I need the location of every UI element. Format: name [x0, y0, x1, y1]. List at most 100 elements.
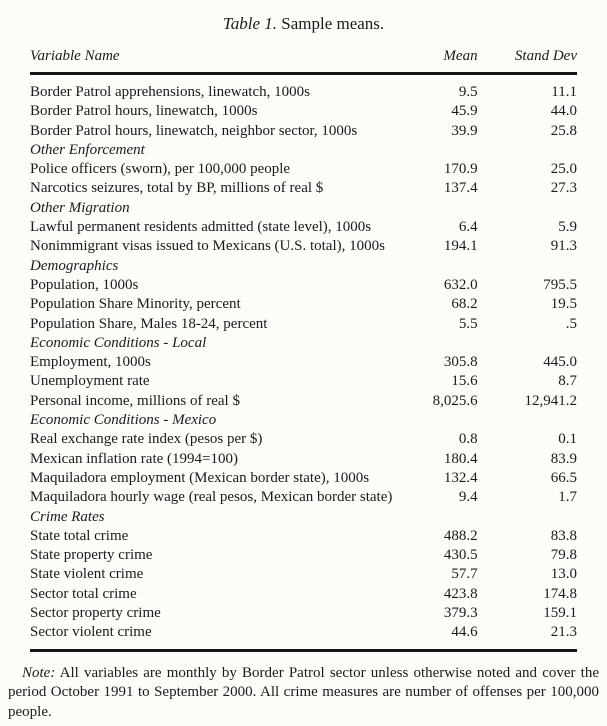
mean-cell	[392, 141, 477, 160]
variable-cell: Crime Rates	[30, 508, 105, 525]
column-header-mean: Mean	[392, 48, 478, 75]
sd-cell: 0.1	[558, 431, 577, 448]
mean-cell: 379.3	[443, 605, 478, 622]
sd-cell: 83.8	[550, 527, 577, 544]
table-row: Sector property crime 379.3 159.1	[30, 604, 577, 623]
section-header-row: Economic Conditions - Local	[30, 334, 577, 353]
column-header-variable: Variable Name	[30, 48, 393, 75]
mean-cell	[392, 199, 477, 218]
section-header-row: Other Enforcement	[30, 141, 577, 160]
sd-cell	[478, 411, 577, 430]
sd-cell: 13.0	[550, 566, 577, 583]
variable-cell: Border Patrol apprehensions, linewatch, …	[30, 84, 310, 100]
note-label: Note:	[22, 664, 56, 681]
table-row: State total crime 488.2 83.8	[30, 527, 577, 546]
sd-cell: 8.7	[558, 373, 577, 390]
sd-cell: 66.5	[550, 469, 577, 486]
table-row: State property crime 430.5 79.8	[30, 546, 577, 565]
table-row: Personal income, millions of real $ 8,02…	[30, 392, 577, 411]
sd-cell: 25.0	[550, 161, 577, 178]
variable-cell: Real exchange rate index (pesos per $)	[30, 431, 263, 448]
mean-cell: 9.4	[458, 489, 478, 506]
variable-cell: Maquiladora employment (Mexican border s…	[30, 469, 370, 486]
mean-cell: 57.7	[451, 566, 478, 583]
sd-cell: 11.1	[551, 84, 577, 100]
variable-cell: State violent crime	[30, 566, 144, 583]
variable-cell: Population Share, Males 18-24, percent	[30, 315, 268, 332]
table-title-text: Sample means.	[281, 14, 385, 33]
mean-cell	[392, 411, 477, 430]
header-row: Variable Name Mean Stand Dev	[30, 48, 577, 75]
mean-cell	[392, 508, 477, 527]
sd-cell: 795.5	[543, 276, 577, 293]
table-row: Maquiladora hourly wage (real pesos, Mex…	[30, 488, 577, 507]
sd-cell: 445.0	[543, 354, 577, 371]
mean-cell: 6.4	[458, 219, 478, 236]
sd-cell: 44.0	[550, 103, 577, 120]
mean-cell: 39.9	[451, 122, 478, 139]
sd-cell	[478, 199, 577, 218]
sd-cell: 159.1	[543, 605, 577, 622]
mean-cell	[392, 334, 477, 353]
variable-cell: Population Share Minority, percent	[30, 296, 241, 313]
mean-cell: 45.9	[451, 103, 478, 120]
mean-cell: 68.2	[451, 296, 478, 313]
table-container: Variable Name Mean Stand Dev Border Patr…	[6, 48, 601, 652]
mean-cell	[392, 257, 477, 276]
table-row: Mexican inflation rate (1994=100) 180.4 …	[30, 450, 577, 469]
sd-cell: 21.3	[550, 624, 577, 641]
mean-cell: 305.8	[443, 354, 478, 371]
mean-cell: 180.4	[443, 450, 478, 467]
mean-cell: 488.2	[443, 527, 478, 544]
table-row: Border Patrol apprehensions, linewatch, …	[30, 74, 577, 103]
note-text: All variables are monthly by Border Patr…	[8, 664, 599, 720]
section-header-row: Other Migration	[30, 199, 577, 218]
variable-cell: Narcotics seizures, total by BP, million…	[30, 180, 324, 197]
table-row: Sector total crime 423.8 174.8	[30, 585, 577, 604]
variable-cell: Economic Conditions - Local	[30, 334, 207, 351]
table-title-number: Table 1.	[222, 14, 277, 33]
variable-cell: Mexican inflation rate (1994=100)	[30, 450, 238, 467]
mean-cell: 632.0	[443, 276, 478, 293]
mean-cell: 132.4	[443, 469, 478, 486]
table-header: Variable Name Mean Stand Dev	[30, 48, 577, 75]
mean-cell: 423.8	[443, 585, 478, 602]
variable-cell: Economic Conditions - Mexico	[30, 412, 217, 429]
mean-cell: 8,025.6	[432, 392, 478, 409]
table-row: Police officers (sworn), per 100,000 peo…	[30, 160, 577, 179]
table-row: Employment, 1000s 305.8 445.0	[30, 353, 577, 372]
table-row: Population, 1000s 632.0 795.5	[30, 276, 577, 295]
variable-cell: Police officers (sworn), per 100,000 peo…	[30, 161, 291, 178]
mean-cell: 137.4	[443, 180, 478, 197]
variable-cell: Demographics	[30, 257, 119, 274]
sd-cell: 91.3	[550, 238, 577, 255]
sd-cell: 19.5	[550, 296, 577, 313]
table-row: Unemployment rate 15.6 8.7	[30, 372, 577, 391]
sd-cell: 83.9	[550, 450, 577, 467]
variable-cell: State total crime	[30, 527, 129, 544]
section-header-row: Economic Conditions - Mexico	[30, 411, 577, 430]
table-row: Real exchange rate index (pesos per $) 0…	[30, 430, 577, 449]
table-row: Lawful permanent residents admitted (sta…	[30, 218, 577, 237]
sd-cell: 27.3	[550, 180, 577, 197]
table-body: Border Patrol apprehensions, linewatch, …	[30, 74, 577, 651]
table-note: Note: All variables are monthly by Borde…	[6, 664, 601, 723]
sd-cell	[478, 508, 577, 527]
table-row: State violent crime 57.7 13.0	[30, 565, 577, 584]
mean-cell: 194.1	[443, 238, 478, 255]
section-header-row: Crime Rates	[30, 508, 577, 527]
mean-cell: 44.6	[451, 624, 478, 641]
variable-cell: Nonimmigrant visas issued to Mexicans (U…	[30, 238, 385, 255]
mean-cell: 5.5	[458, 315, 478, 332]
sd-cell: 174.8	[543, 585, 577, 602]
mean-cell: 9.5	[458, 84, 478, 100]
mean-cell: 430.5	[443, 547, 478, 564]
sd-cell: 25.8	[550, 122, 577, 139]
sd-cell: 79.8	[550, 547, 577, 564]
sd-cell	[478, 257, 577, 276]
variable-cell: Personal income, millions of real $	[30, 392, 240, 409]
table-title: Table 1. Sample means.	[6, 14, 601, 34]
table-row: Narcotics seizures, total by BP, million…	[30, 179, 577, 198]
table-row: Population Share Minority, percent 68.2 …	[30, 295, 577, 314]
